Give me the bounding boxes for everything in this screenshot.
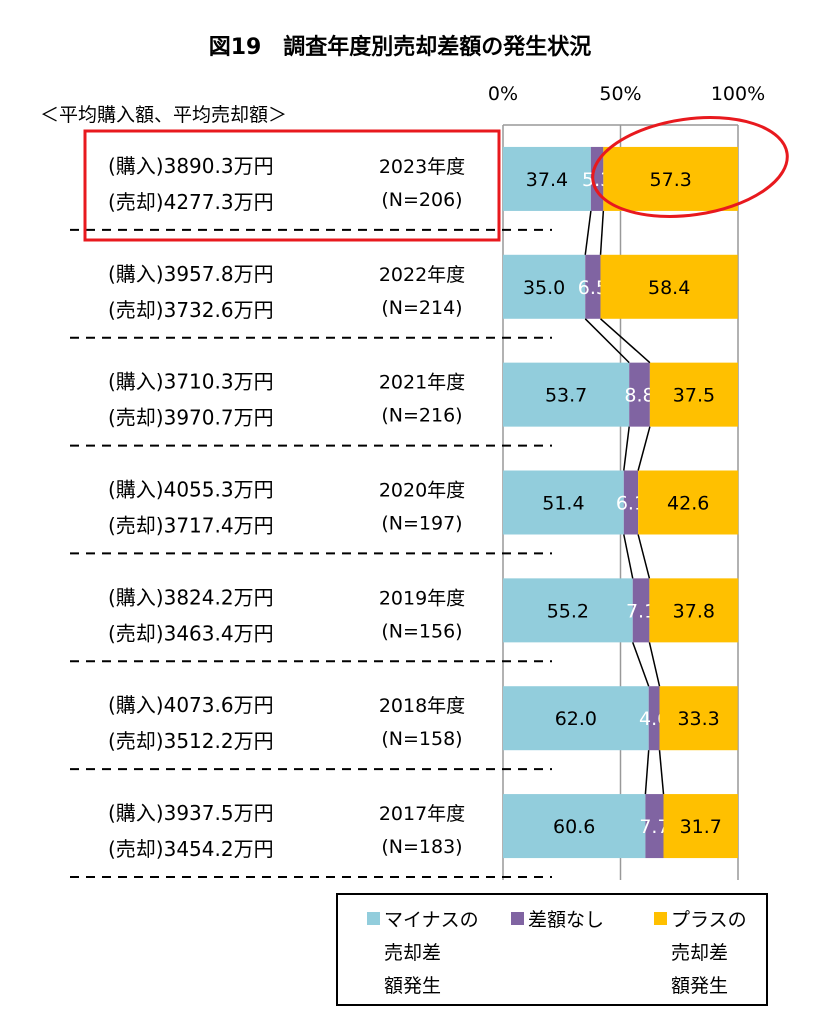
legend-label: 額発生	[671, 975, 728, 997]
sale-average-label: (売却)3717.4万円	[108, 514, 274, 538]
legend-label: 売却差	[384, 942, 441, 964]
chart-title: 図19 調査年度別売却差額の発生状況	[209, 34, 592, 60]
series-line	[599, 210, 605, 255]
bar-segment	[503, 254, 586, 319]
bar-segment	[603, 146, 738, 211]
series-line	[584, 210, 592, 255]
series-line	[600, 318, 651, 364]
x-tick-label: 0%	[488, 83, 518, 105]
data-label: 6.5	[578, 277, 608, 299]
bar-segment	[503, 578, 633, 643]
series-line	[637, 426, 651, 471]
legend-swatch	[511, 912, 524, 925]
bar-segment	[649, 362, 738, 427]
series-line	[623, 534, 634, 579]
data-label: 51.4	[542, 493, 584, 515]
series-line	[644, 750, 650, 795]
legend-label: 差額なし	[528, 909, 604, 931]
bar-segment	[629, 362, 650, 427]
bar-segment	[638, 470, 739, 535]
sale-average-label: (売却)3463.4万円	[108, 621, 274, 645]
data-label: 37.8	[673, 600, 715, 622]
x-tick-label: 100%	[711, 83, 765, 105]
bar-segment	[600, 254, 738, 319]
sample-size-label: (N=156)	[381, 620, 462, 642]
year-label: 2020年度	[379, 480, 465, 502]
data-label: 58.4	[648, 277, 690, 299]
year-label: 2018年度	[379, 695, 465, 717]
sample-size-label: (N=197)	[381, 513, 462, 535]
sample-size-label: (N=216)	[381, 405, 462, 427]
bar-segment	[663, 794, 738, 859]
data-label: 37.4	[526, 169, 568, 191]
legend-label: 売却差	[671, 942, 728, 964]
sale-average-label: (売却)3970.7万円	[108, 406, 274, 430]
data-label: 37.5	[673, 385, 715, 407]
series-line	[637, 534, 651, 579]
data-label: 57.3	[650, 169, 692, 191]
sample-size-label: (N=158)	[381, 728, 462, 750]
legend-label: プラスの	[671, 909, 747, 931]
data-label: 35.0	[523, 277, 565, 299]
bar-segment	[623, 470, 639, 535]
sale-average-label: (売却)3732.6万円	[108, 298, 274, 322]
purchase-average-label: (購入)3957.8万円	[108, 262, 274, 286]
legend-label: 額発生	[384, 975, 441, 997]
bar-segment	[503, 146, 591, 211]
data-label: 7.7	[639, 816, 669, 838]
purchase-average-label: (購入)3710.3万円	[108, 370, 274, 394]
data-label: 53.7	[545, 385, 587, 407]
sale-average-label: (売却)3454.2万円	[108, 837, 274, 861]
legend-swatch	[654, 912, 667, 925]
purchase-average-label: (購入)4055.3万円	[108, 478, 274, 502]
bar-segment	[645, 794, 664, 859]
sale-average-label: (売却)4277.3万円	[108, 190, 274, 214]
series-line	[584, 318, 630, 364]
purchase-average-label: (購入)3890.3万円	[108, 154, 274, 178]
bar-segment	[503, 362, 630, 427]
highlight-box	[83, 129, 501, 242]
bar-segment	[503, 686, 649, 751]
bar-segment	[503, 794, 646, 859]
bar-segment	[648, 686, 660, 751]
purchase-average-label: (購入)3937.5万円	[108, 801, 274, 825]
series-line	[623, 426, 630, 471]
data-label: 31.7	[680, 816, 722, 838]
bar-segment	[585, 254, 601, 319]
sample-size-label: (N=206)	[381, 189, 462, 211]
legend-swatch	[367, 912, 380, 925]
data-label: 55.2	[547, 600, 589, 622]
purchase-average-label: (購入)4073.6万円	[108, 693, 274, 717]
year-label: 2022年度	[379, 264, 465, 286]
year-label: 2019年度	[379, 587, 465, 609]
legend-box	[336, 893, 768, 1006]
data-label: 8.8	[624, 385, 654, 407]
series-line	[648, 642, 661, 687]
data-label: 42.6	[667, 493, 709, 515]
bar-segment	[649, 578, 739, 643]
series-line	[632, 642, 650, 687]
highlight-ellipse	[591, 116, 789, 218]
legend-label: マイナスの	[384, 909, 479, 931]
sample-size-label: (N=214)	[381, 297, 462, 319]
year-label: 2017年度	[379, 803, 465, 825]
year-label: 2021年度	[379, 372, 465, 394]
data-label: 33.3	[677, 708, 719, 730]
sample-size-label: (N=183)	[381, 836, 462, 858]
bar-segment	[659, 686, 738, 751]
sale-average-label: (売却)3512.2万円	[108, 729, 274, 753]
data-label: 62.0	[555, 708, 597, 730]
year-label: 2023年度	[379, 156, 465, 178]
chart-subtitle: ＜平均購入額、平均売却額＞	[40, 104, 287, 126]
series-line	[658, 750, 665, 795]
bar-segment	[503, 470, 624, 535]
bar-segment	[632, 578, 650, 643]
data-label: 7.1	[626, 600, 656, 622]
purchase-average-label: (購入)3824.2万円	[108, 585, 274, 609]
data-label: 60.6	[553, 816, 595, 838]
x-tick-label: 50%	[599, 83, 641, 105]
